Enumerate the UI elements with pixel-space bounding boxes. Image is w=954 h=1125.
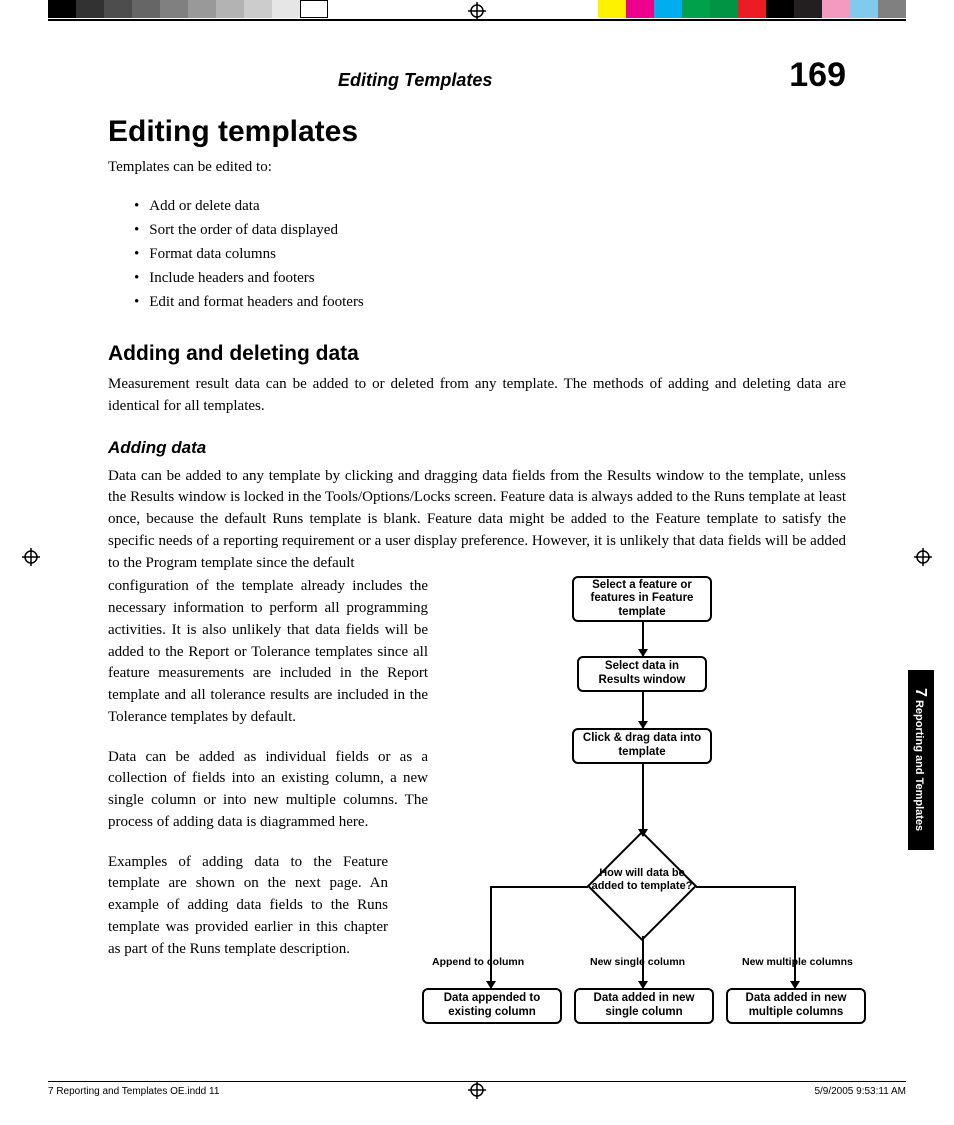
flowchart-arrow xyxy=(642,764,644,836)
registration-mark-icon xyxy=(468,2,486,20)
color-swatch xyxy=(300,0,328,18)
flowchart-arrow xyxy=(794,968,796,988)
flowchart-box: Click & drag data into template xyxy=(572,728,712,764)
registration-mark-icon xyxy=(468,1081,486,1099)
flowchart-arrow xyxy=(642,936,644,988)
chapter-tab: 7 Reporting and Templates xyxy=(908,670,934,850)
heading-2: Adding and deleting data xyxy=(108,342,846,366)
top-rule xyxy=(48,19,906,21)
list-item: Include headers and footers xyxy=(134,266,846,290)
bullet-list: Add or delete dataSort the order of data… xyxy=(108,194,846,314)
flowchart-box: Data added in new multiple columns xyxy=(726,988,866,1024)
color-swatch xyxy=(216,0,244,18)
list-item: Edit and format headers and footers xyxy=(134,290,846,314)
list-item: Sort the order of data displayed xyxy=(134,218,846,242)
flowchart-branch-label: New single column xyxy=(590,956,685,968)
text-column: configuration of the template already in… xyxy=(108,576,428,1036)
intro-text: Templates can be edited to: xyxy=(108,159,846,176)
list-item: Add or delete data xyxy=(134,194,846,218)
color-swatch xyxy=(822,0,850,18)
color-swatch xyxy=(766,0,794,18)
flowchart-branch-label: New multiple columns xyxy=(742,956,853,968)
paragraph: Measurement result data can be added to … xyxy=(108,374,846,418)
color-swatch xyxy=(598,0,626,18)
paragraph: Data can be added as individual fields o… xyxy=(108,747,428,834)
paragraph: Data can be added to any template by cli… xyxy=(108,466,846,575)
flowchart-box: Select data in Results window xyxy=(577,656,707,692)
color-swatch xyxy=(738,0,766,18)
flowchart-box: Data added in new single column xyxy=(574,988,714,1024)
color-swatch xyxy=(626,0,654,18)
registration-mark-icon xyxy=(914,548,932,566)
color-swatch xyxy=(878,0,906,18)
color-swatch xyxy=(104,0,132,18)
registration-mark-icon xyxy=(22,548,40,566)
color-swatch xyxy=(682,0,710,18)
color-swatch xyxy=(188,0,216,18)
printer-colorbar xyxy=(0,0,954,20)
running-header: Editing Templates xyxy=(338,70,492,91)
heading-1: Editing templates xyxy=(108,115,846,149)
flowchart-arrow xyxy=(490,968,492,988)
color-swatch xyxy=(794,0,822,18)
flowchart-branch-label: Append to column xyxy=(432,956,524,968)
paragraph: Examples of adding data to the Feature t… xyxy=(108,852,388,961)
color-swatch xyxy=(132,0,160,18)
flowchart-arrow xyxy=(642,692,644,728)
page-number: 169 xyxy=(789,56,846,95)
color-swatch xyxy=(272,0,300,18)
flowchart-connector xyxy=(696,886,794,888)
color-swatch xyxy=(48,0,76,18)
color-swatch xyxy=(850,0,878,18)
color-swatch xyxy=(76,0,104,18)
flowchart-box: Data appended to existing column xyxy=(422,988,562,1024)
color-swatch xyxy=(244,0,272,18)
flowchart-diagram: Select a feature or features in Feature … xyxy=(442,576,846,1036)
color-swatch xyxy=(160,0,188,18)
flowchart-connector xyxy=(490,886,588,888)
list-item: Format data columns xyxy=(134,242,846,266)
chapter-number: 7 xyxy=(913,688,930,697)
color-swatch xyxy=(654,0,682,18)
flowchart-connector xyxy=(490,886,492,968)
flowchart-arrow xyxy=(642,622,644,656)
heading-3: Adding data xyxy=(108,438,846,458)
footer-timestamp: 5/9/2005 9:53:11 AM xyxy=(814,1086,906,1097)
flowchart-decision: How will data be added to template? xyxy=(587,831,697,941)
chapter-label: Reporting and Templates xyxy=(914,700,926,831)
paragraph: configuration of the template already in… xyxy=(108,576,428,728)
flowchart-connector xyxy=(794,886,796,968)
flowchart-box: Select a feature or features in Feature … xyxy=(572,576,712,622)
color-swatch xyxy=(710,0,738,18)
footer-filename: 7 Reporting and Templates OE.indd 11 xyxy=(48,1086,219,1097)
